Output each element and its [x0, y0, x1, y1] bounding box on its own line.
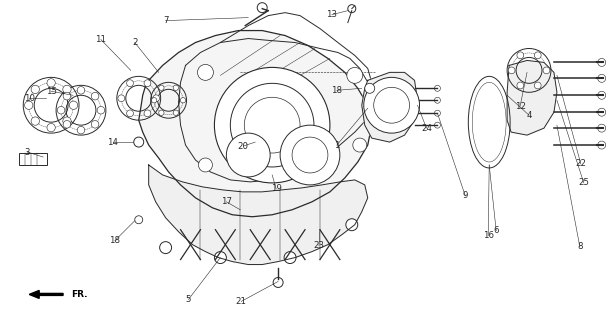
Text: 9: 9 [462, 191, 468, 200]
Circle shape [598, 74, 606, 82]
Circle shape [199, 158, 212, 172]
Circle shape [517, 82, 524, 89]
Circle shape [353, 138, 367, 152]
Circle shape [257, 3, 267, 13]
Circle shape [517, 52, 524, 59]
Text: 10: 10 [24, 94, 34, 103]
Text: 7: 7 [163, 16, 169, 25]
Circle shape [280, 125, 340, 185]
Circle shape [25, 101, 33, 109]
Circle shape [47, 124, 55, 132]
Circle shape [57, 107, 65, 114]
Text: 12: 12 [515, 102, 526, 111]
Circle shape [598, 108, 606, 116]
Circle shape [118, 95, 125, 102]
Text: 15: 15 [46, 87, 57, 96]
Circle shape [63, 85, 71, 93]
Circle shape [144, 80, 151, 87]
Text: 24: 24 [421, 124, 432, 132]
Circle shape [598, 141, 606, 149]
Circle shape [151, 98, 157, 103]
Circle shape [215, 252, 226, 264]
Circle shape [144, 110, 151, 117]
Text: 18: 18 [331, 86, 343, 95]
Text: 5: 5 [186, 295, 191, 304]
Circle shape [173, 110, 178, 116]
Circle shape [284, 252, 296, 264]
Circle shape [63, 92, 71, 100]
Text: 18: 18 [109, 236, 121, 245]
Text: 8: 8 [577, 242, 582, 251]
Text: 2: 2 [132, 38, 138, 47]
Polygon shape [30, 291, 63, 298]
Circle shape [197, 64, 213, 80]
Polygon shape [139, 31, 371, 217]
Circle shape [77, 86, 85, 94]
Text: 11: 11 [95, 35, 106, 44]
Circle shape [153, 95, 159, 102]
Text: 1: 1 [334, 140, 339, 149]
Circle shape [226, 133, 270, 177]
Text: 20: 20 [238, 141, 249, 151]
Circle shape [543, 67, 550, 74]
Text: 21: 21 [236, 297, 247, 306]
Text: 3: 3 [25, 148, 30, 156]
Circle shape [215, 68, 330, 183]
Circle shape [180, 98, 186, 103]
Circle shape [508, 67, 515, 74]
Polygon shape [149, 165, 368, 265]
Circle shape [159, 110, 164, 116]
Text: 6: 6 [493, 226, 499, 235]
Text: 19: 19 [271, 184, 282, 193]
Polygon shape [507, 60, 557, 135]
Circle shape [91, 92, 99, 100]
Circle shape [347, 68, 363, 83]
Circle shape [47, 79, 55, 87]
Text: 4: 4 [526, 111, 532, 120]
Circle shape [173, 85, 178, 91]
Circle shape [31, 117, 39, 125]
Circle shape [63, 121, 71, 128]
Circle shape [31, 85, 39, 93]
Circle shape [273, 277, 283, 287]
Circle shape [434, 97, 440, 103]
Circle shape [348, 5, 356, 13]
Text: 22: 22 [575, 159, 586, 169]
Circle shape [534, 82, 541, 89]
Polygon shape [220, 13, 371, 82]
Circle shape [346, 219, 358, 231]
Circle shape [135, 216, 143, 224]
Text: 13: 13 [327, 10, 338, 19]
Circle shape [434, 85, 440, 91]
Circle shape [77, 126, 85, 134]
Circle shape [127, 110, 133, 117]
Text: FR.: FR. [71, 290, 87, 299]
Circle shape [365, 83, 375, 93]
Circle shape [598, 124, 606, 132]
Circle shape [160, 242, 172, 253]
Text: 16: 16 [483, 231, 494, 240]
Circle shape [434, 110, 440, 116]
Circle shape [598, 59, 606, 67]
Text: 14: 14 [108, 138, 118, 147]
Circle shape [91, 121, 99, 128]
Circle shape [534, 52, 541, 59]
Circle shape [363, 77, 419, 133]
Circle shape [127, 80, 133, 87]
Text: 25: 25 [578, 179, 589, 188]
Circle shape [434, 122, 440, 128]
Text: 17: 17 [221, 197, 232, 206]
Circle shape [598, 91, 606, 99]
Text: 23: 23 [314, 241, 325, 250]
Circle shape [159, 85, 164, 91]
Circle shape [133, 137, 144, 147]
Circle shape [63, 117, 71, 125]
Polygon shape [178, 38, 371, 182]
Polygon shape [362, 72, 418, 142]
Circle shape [69, 101, 77, 109]
Circle shape [97, 107, 105, 114]
